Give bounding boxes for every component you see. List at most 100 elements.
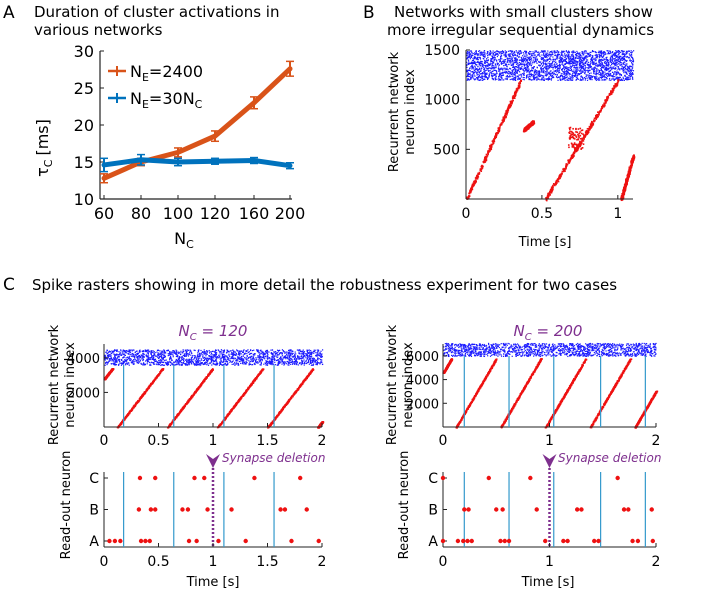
panel-b-inhibitory-spike — [531, 63, 533, 65]
panel-b-inhibitory-spike — [567, 67, 569, 69]
panel-b-inhibitory-spike — [521, 63, 523, 66]
panel-b-inhibitory-spike — [518, 65, 520, 67]
panel-b-inhibitory-spike — [525, 57, 527, 59]
panel-a-xtick-label: 120 — [200, 204, 231, 223]
panel-b-excitatory-spike — [514, 95, 516, 97]
panel-b-inhibitory-spike — [526, 67, 528, 69]
panel-b-inhibitory-spike — [488, 73, 490, 75]
panel-c-left-inhibitory-spike — [319, 352, 321, 355]
panel-b-inhibitory-spike — [493, 74, 495, 76]
panel-b-inhibitory-spike — [598, 50, 600, 52]
panel-b-inhibitory-spike — [628, 75, 630, 77]
panel-b-inhibitory-spike — [611, 51, 614, 53]
panel-b-inhibitory-spike — [498, 70, 500, 72]
panel-b-inhibitory-spike — [485, 76, 487, 78]
panel-c-left-inhibitory-spike — [293, 361, 295, 363]
panel-b-excitatory-spike — [551, 187, 553, 190]
panel-b-inhibitory-spike — [522, 60, 524, 62]
panel-a-xtick-label: 200 — [275, 204, 306, 223]
panel-b-inhibitory-spike — [480, 60, 482, 63]
panel-b-inhibitory-spike — [508, 58, 510, 60]
panel-b-excitatory-spike — [484, 158, 487, 160]
panel-b-inhibitory-spike — [530, 79, 532, 81]
panel-b-inhibitory-spike — [587, 67, 589, 69]
panel-b-inhibitory-spike — [503, 65, 505, 67]
panel-b-inhibitory-spike — [578, 62, 581, 65]
panel-c-left-inhibitory-spike — [150, 350, 153, 352]
panel-a-xtick-label: 100 — [163, 204, 194, 223]
panel-b-inhibitory-spike — [581, 52, 583, 55]
panel-b-inhibitory-spike — [579, 60, 581, 62]
panel-b-inhibitory-spike — [483, 52, 485, 54]
panel-b-inhibitory-spike — [511, 69, 513, 72]
panel-b-excitatory-spike — [627, 175, 630, 177]
panel-b-inhibitory-spike — [616, 63, 618, 65]
panel-b-inhibitory-spike — [611, 67, 613, 70]
panel-b-inhibitory-spike — [478, 71, 481, 74]
panel-b-inhibitory-spike — [471, 65, 474, 67]
panel-b-inhibitory-spike — [534, 70, 536, 72]
panel-b-inhibitory-spike — [472, 77, 474, 79]
panel-b-inhibitory-spike — [574, 72, 576, 75]
panel-b-inhibitory-spike — [501, 77, 503, 79]
panel-b-inhibitory-spike — [504, 59, 506, 61]
panel-b-excitatory-spike — [603, 105, 605, 108]
panel-b-inhibitory-spike — [604, 75, 606, 77]
panel-c-left-inhibitory-spike — [130, 349, 132, 351]
panel-c-left-inhibitory-spike — [238, 354, 240, 356]
panel-b-inhibitory-spike — [489, 54, 491, 56]
panel-b-inhibitory-spike — [595, 55, 597, 57]
panel-b-inhibitory-spike — [543, 50, 545, 52]
panel-b-inhibitory-spike — [492, 57, 494, 59]
panel-b-inhibitory-spike — [502, 51, 504, 53]
panel-b-excitatory-spike — [579, 127, 582, 130]
panel-b-inhibitory-spike — [491, 56, 494, 59]
panel-b-excitatory-spike — [587, 130, 590, 133]
panel-b-inhibitory-spike — [492, 70, 494, 73]
panel-b-inhibitory-spike — [600, 69, 603, 71]
panel-b-inhibitory-spike — [523, 71, 525, 73]
panel-b-inhibitory-spike — [546, 68, 548, 70]
panel-b-inhibitory-spike — [624, 61, 626, 63]
panel-b-inhibitory-spike — [497, 67, 500, 70]
panel-b-inhibitory-spike — [552, 56, 554, 58]
panel-c-left-inhibitory-spike — [183, 355, 185, 357]
panel-b-inhibitory-spike — [620, 62, 623, 64]
panel-b-excitatory-spike — [598, 111, 601, 113]
panel-b-excitatory-spike — [470, 188, 472, 191]
panel-b-inhibitory-spike — [519, 74, 521, 76]
panel-c-left-inhibitory-spike — [270, 358, 273, 360]
panel-b-inhibitory-spike — [466, 70, 468, 72]
panel-b-inhibitory-spike — [481, 64, 483, 66]
panel-b-inhibitory-spike — [541, 69, 543, 71]
panel-b-inhibitory-spike — [599, 59, 601, 61]
panel-b-inhibitory-spike — [600, 77, 602, 79]
panel-b-excitatory-spike — [569, 158, 572, 161]
panel-c-left-inhibitory-spike — [110, 357, 112, 360]
panel-c-left-inhibitory-spike — [300, 362, 302, 364]
panel-b-inhibitory-spike — [510, 62, 512, 64]
panel-b-inhibitory-spike — [613, 58, 615, 60]
panel-b-inhibitory-spike — [566, 72, 568, 74]
panel-b-inhibitory-spike — [547, 78, 549, 80]
panel-b-inhibitory-spike — [507, 73, 510, 75]
panel-b-inhibitory-spike — [514, 61, 517, 63]
panel-b-excitatory-spike — [572, 132, 575, 134]
panel-b-inhibitory-spike — [626, 56, 628, 58]
panel-b-excitatory-spike — [573, 138, 576, 140]
panel-b-inhibitory-spike — [574, 62, 576, 64]
panel-b-excitatory-spike — [617, 79, 620, 81]
panel-b-inhibitory-spike — [552, 68, 554, 70]
panel-b-inhibitory-spike — [523, 72, 525, 75]
panel-b-inhibitory-spike — [520, 76, 523, 78]
panel-b-inhibitory-spike — [516, 71, 518, 73]
panel-b-inhibitory-spike — [515, 65, 517, 68]
panel-b-inhibitory-spike — [534, 76, 536, 78]
panel-b-inhibitory-spike — [538, 64, 540, 66]
panel-b-excitatory-spike — [503, 118, 506, 120]
panel-b-inhibitory-spike — [621, 78, 623, 80]
panel-b-inhibitory-spike — [473, 61, 475, 63]
panel-b-inhibitory-spike — [563, 71, 566, 73]
panel-b-inhibitory-spike — [512, 56, 514, 58]
legend-orange-sub: E — [142, 71, 149, 84]
